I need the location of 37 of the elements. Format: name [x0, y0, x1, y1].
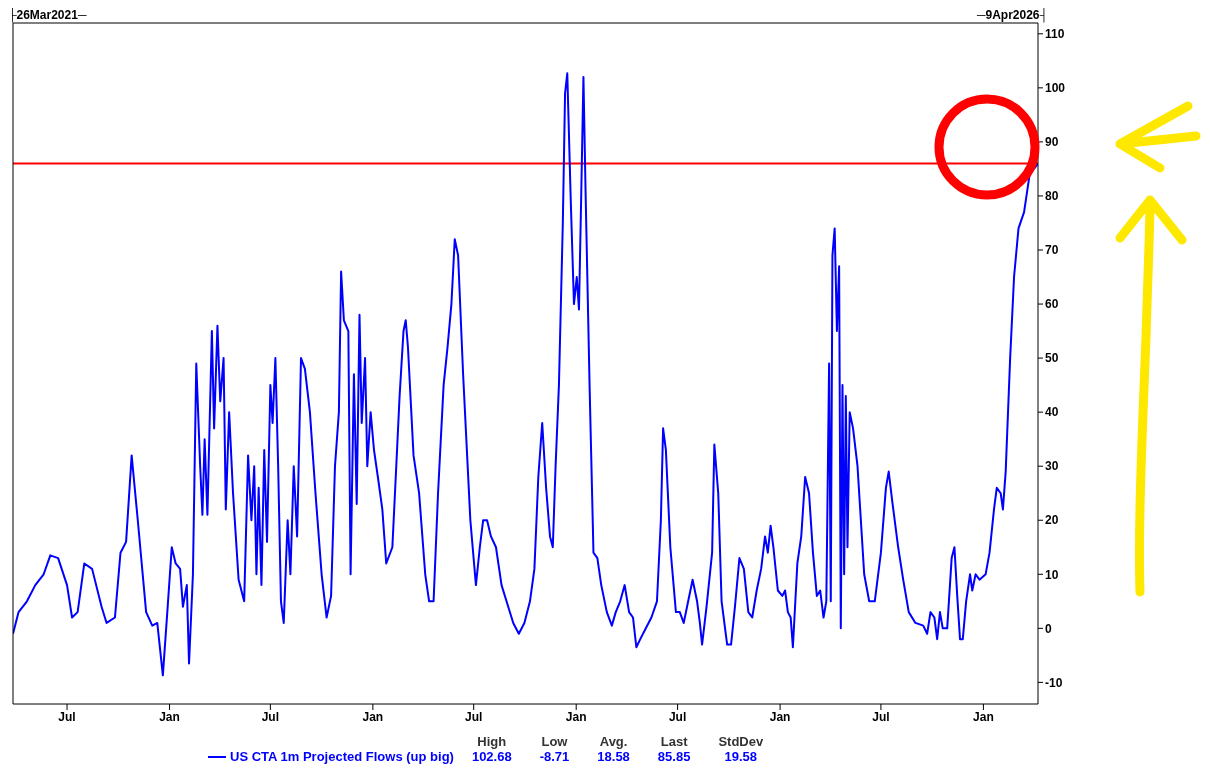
x-tick-label: Jan	[565, 709, 587, 724]
x-tick-label: Jan	[973, 709, 994, 724]
x-tick-label: Jan	[362, 709, 384, 724]
text: 18.58	[597, 749, 630, 764]
y-tick-label: 70	[1045, 243, 1059, 258]
y-tick-label: 0	[1045, 621, 1052, 636]
line-series	[13, 72, 1038, 677]
x-tick-label: Jul	[465, 709, 483, 724]
y-tick-label: 80	[1045, 189, 1059, 204]
x-tick-label: Jul	[872, 709, 890, 724]
text: ─9Apr2026┤	[976, 8, 1048, 22]
y-tick-label: 40	[1045, 405, 1059, 420]
x-tick-label: Jul	[58, 709, 76, 724]
text: 19.58	[724, 749, 758, 764]
text: StdDev	[718, 734, 764, 749]
y-tick-label: 50	[1045, 351, 1059, 366]
y-tick-label: 60	[1045, 297, 1059, 312]
text: ├26Mar2021─	[8, 8, 87, 22]
y-tick-label: 100	[1045, 81, 1066, 96]
y-tick-label: 110	[1045, 27, 1065, 42]
text: Low	[541, 734, 568, 749]
x-tick-label: Jul	[668, 709, 687, 724]
text: Avg.	[599, 734, 628, 749]
y-tick-label: 20	[1045, 513, 1059, 528]
y-tick-label: 10	[1045, 567, 1059, 582]
x-tick-label: Jan	[769, 709, 791, 724]
text: Last	[660, 734, 688, 749]
text: High	[477, 734, 507, 749]
x-tick-label: Jan	[159, 709, 180, 724]
x-tick-label: Jul	[261, 709, 280, 724]
text: 102.68	[471, 749, 512, 764]
text: -8.71	[539, 749, 570, 764]
y-tick-label: 30	[1045, 459, 1059, 474]
legend-label: US CTA 1m Projected Flows (up big)	[230, 749, 454, 764]
y-tick-label: 90	[1045, 135, 1059, 150]
text: 85.85	[657, 749, 691, 764]
y-tick-label: -10	[1045, 675, 1063, 690]
